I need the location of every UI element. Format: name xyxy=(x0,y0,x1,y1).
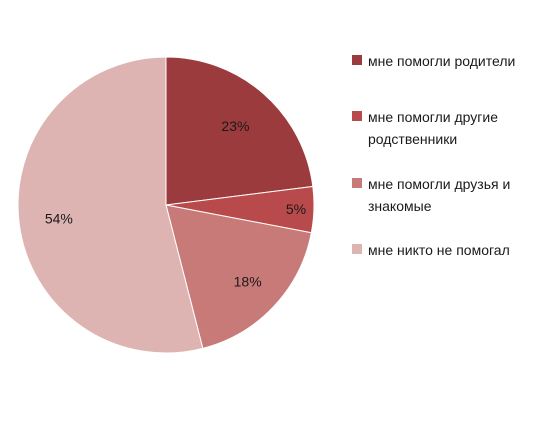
legend-label: мне помогли другие родственники xyxy=(368,109,498,147)
legend-item: мне никто не помогал xyxy=(352,239,552,261)
legend-item: мне помогли друзья и знакомые xyxy=(352,173,552,239)
slice-value-label: 23% xyxy=(221,118,249,134)
legend-swatch xyxy=(352,244,362,254)
legend-item: мне помогли другие родственники xyxy=(352,106,552,173)
slice-value-label: 5% xyxy=(286,201,306,217)
legend-swatch xyxy=(352,178,362,188)
pie-slice xyxy=(165,56,314,206)
pie-slice xyxy=(17,56,204,354)
slice-value-label: 54% xyxy=(45,211,73,227)
legend-label: мне помогли друзья и знакомые xyxy=(368,176,511,214)
legend-swatch xyxy=(352,111,362,121)
legend-label: мне никто не помогал xyxy=(368,242,510,258)
legend: мне помогли родители мне помогли другие … xyxy=(352,50,552,261)
legend-swatch xyxy=(352,55,362,65)
legend-label: мне помогли родители xyxy=(368,53,516,69)
legend-item: мне помогли родители xyxy=(352,50,552,106)
pie-slice xyxy=(165,204,312,349)
slice-value-label: 18% xyxy=(234,274,262,290)
